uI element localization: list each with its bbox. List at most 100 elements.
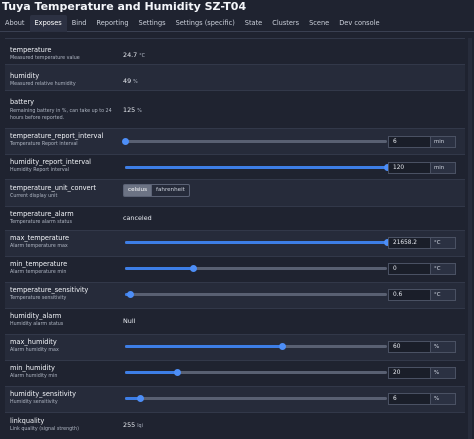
- slider-thumb[interactable]: [278, 343, 286, 350]
- tab-dev-console[interactable]: Dev console: [339, 19, 380, 27]
- humidity-sensitivity-input[interactable]: 6: [388, 393, 430, 405]
- page-title: Tuya Temperature and Humidity SZ-T04: [2, 0, 247, 13]
- expose-label: max_temperature: [10, 234, 70, 242]
- tab-state[interactable]: State: [244, 19, 263, 27]
- expose-row-max-humidity: max_humidity Alarm humidity max 60 %: [5, 334, 465, 360]
- expose-label: humidity_sensitivity: [10, 390, 76, 398]
- expose-label: min_temperature: [10, 260, 68, 268]
- scrollbar[interactable]: [468, 38, 472, 439]
- max-temperature-input[interactable]: 21658.2: [388, 237, 430, 249]
- expose-description: Current display unit: [10, 194, 58, 199]
- tab-bar: About Exposes Bind Reporting Settings Se…: [0, 15, 474, 32]
- max-humidity-input[interactable]: 60: [388, 341, 430, 353]
- max-temperature-slider[interactable]: [125, 239, 391, 246]
- expose-row-temperature-sensitivity: temperature_sensitivity Temperature sens…: [5, 282, 465, 308]
- expose-value: 255 lqi: [123, 421, 143, 429]
- expose-description: Humidity sensitivity: [10, 400, 58, 405]
- input-unit: %: [430, 393, 456, 405]
- slider-thumb[interactable]: [189, 265, 197, 272]
- slider-thumb[interactable]: [383, 239, 391, 246]
- expose-description: Alarm temperature max: [10, 244, 68, 249]
- expose-row-temperature-alarm: temperature_alarm Temperature alarm stat…: [5, 206, 465, 230]
- min-temperature-input[interactable]: 0: [388, 263, 430, 275]
- expose-value: canceled: [123, 214, 152, 222]
- value-text: 24.7: [123, 51, 138, 59]
- input-unit: %: [430, 341, 456, 353]
- temperature-report-interval-input[interactable]: 6: [388, 136, 430, 148]
- expose-row-humidity-alarm: humidity_alarm Humidity alarm status Nul…: [5, 308, 465, 334]
- expose-row-humidity-report-interval: humidity_report_interval Humidity Report…: [5, 154, 465, 179]
- min-humidity-input[interactable]: 20: [388, 367, 430, 379]
- expose-label: temperature_alarm: [10, 210, 74, 218]
- expose-row-temperature: temperature Measured temperature value 2…: [5, 38, 465, 64]
- expose-description: Temperature alarm status: [10, 220, 72, 225]
- expose-label: humidity_report_interval: [10, 158, 91, 166]
- expose-value: 125%: [123, 106, 142, 114]
- slider-fill: [125, 345, 283, 348]
- expose-row-min-temperature: min_temperature Alarm temperature min 0 …: [5, 256, 465, 282]
- expose-label: humidity_alarm: [10, 312, 62, 320]
- expose-description: Remaining battery in %, can take up to 2…: [10, 109, 112, 121]
- slider-thumb[interactable]: [126, 291, 134, 298]
- value-text: 255: [123, 421, 136, 429]
- expose-description: Alarm humidity max: [10, 348, 59, 353]
- temperature-sensitivity-input[interactable]: 0.6: [388, 289, 430, 301]
- value-unit: %: [137, 109, 142, 114]
- tab-reporting[interactable]: Reporting: [96, 19, 129, 27]
- expose-description: Humidity Report interval: [10, 168, 69, 173]
- temperature-sensitivity-slider[interactable]: [125, 291, 387, 298]
- expose-label: temperature_report_interval: [10, 132, 104, 140]
- slider-thumb[interactable]: [121, 138, 129, 145]
- slider-fill: [125, 241, 387, 244]
- input-unit: %: [430, 367, 456, 379]
- expose-description: Measured temperature value: [10, 56, 80, 61]
- expose-row-min-humidity: min_humidity Alarm humidity min 20 %: [5, 360, 465, 386]
- expose-description: Humidity alarm status: [10, 322, 64, 327]
- humidity-report-interval-slider[interactable]: [125, 164, 391, 171]
- expose-value: Null: [123, 317, 136, 325]
- min-humidity-slider[interactable]: [125, 369, 387, 376]
- temperature-report-interval-slider[interactable]: [121, 138, 387, 145]
- tab-clusters[interactable]: Clusters: [272, 19, 300, 27]
- expose-label: battery: [10, 98, 35, 106]
- value-text: 125: [123, 106, 136, 114]
- expose-label: temperature_unit_convert: [10, 184, 96, 192]
- slider-fill: [125, 371, 178, 374]
- input-unit: °C: [430, 237, 456, 249]
- expose-value: 49%: [123, 77, 138, 85]
- tab-bind[interactable]: Bind: [71, 19, 87, 27]
- max-humidity-slider[interactable]: [125, 343, 387, 350]
- expose-row-battery: battery Remaining battery in %, can take…: [5, 90, 465, 128]
- expose-description: Temperature Report interval: [10, 142, 78, 147]
- expose-description: Temperature sensitivity: [10, 296, 67, 301]
- input-unit: °C: [430, 289, 456, 301]
- value-unit: lqi: [137, 424, 143, 429]
- slider-thumb[interactable]: [137, 395, 145, 402]
- expose-label: temperature: [10, 46, 52, 54]
- input-unit: min: [430, 136, 456, 148]
- tab-exposes[interactable]: Exposes: [29, 15, 67, 32]
- min-temperature-slider[interactable]: [125, 265, 387, 272]
- expose-label: temperature_sensitivity: [10, 286, 89, 294]
- expose-label: humidity: [10, 72, 40, 80]
- tab-settings-specific[interactable]: Settings (specific): [175, 19, 235, 27]
- value-text: 49: [123, 77, 132, 85]
- celsius-button[interactable]: celsius: [123, 184, 152, 197]
- expose-description: Link quality (signal strength): [10, 427, 79, 432]
- unit-toggle-group: celsius fahrenheit: [123, 184, 190, 197]
- tab-scene[interactable]: Scene: [309, 19, 330, 27]
- expose-label: min_humidity: [10, 364, 55, 372]
- slider-thumb[interactable]: [383, 164, 391, 171]
- tab-about[interactable]: About: [5, 19, 25, 27]
- slider-fill: [125, 397, 141, 400]
- tab-settings[interactable]: Settings: [138, 19, 166, 27]
- humidity-sensitivity-slider[interactable]: [125, 395, 387, 402]
- slider-thumb[interactable]: [173, 369, 181, 376]
- fahrenheit-button[interactable]: fahrenheit: [152, 184, 190, 197]
- slider-fill: [125, 166, 387, 169]
- expose-row-humidity-sensitivity: humidity_sensitivity Humidity sensitivit…: [5, 386, 465, 412]
- expose-description: Alarm temperature min: [10, 270, 67, 275]
- value-unit: °C: [139, 54, 145, 59]
- input-unit: °C: [430, 263, 456, 275]
- humidity-report-interval-input[interactable]: 120: [388, 162, 430, 174]
